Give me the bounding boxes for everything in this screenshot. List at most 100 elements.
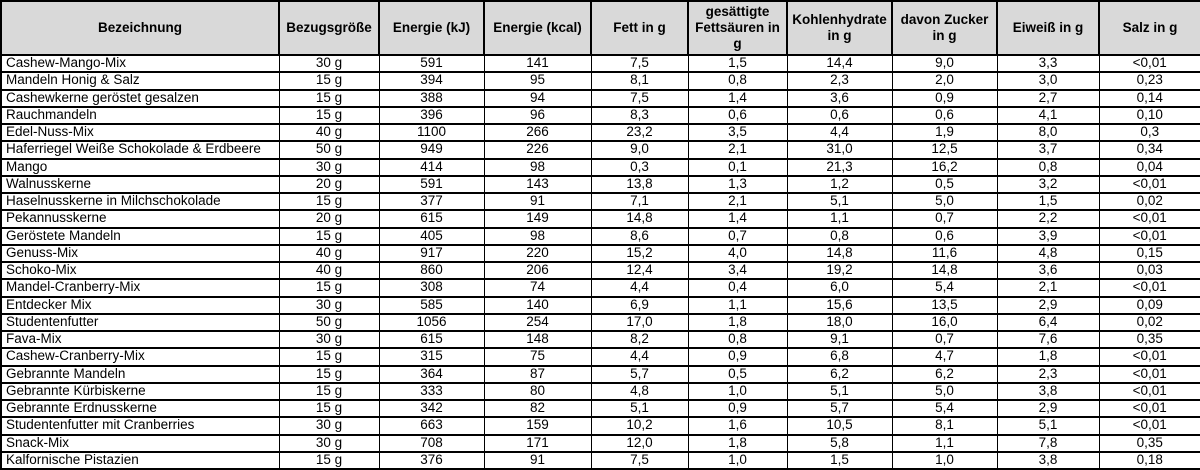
table-cell-gesaettigte_fettsaeuren: 1,0: [687, 450, 788, 470]
table-cell-kohlenhydrate: 1,2: [786, 174, 893, 194]
column-header-eiweiss: Eiweiß in g: [996, 0, 1100, 56]
table-cell-salz: <0,01: [1098, 398, 1200, 418]
table-cell-davon_zucker: 14,8: [891, 260, 998, 280]
table-cell-energie_kj: 591: [378, 174, 485, 194]
table-cell-gesaettigte_fettsaeuren: 3,5: [687, 122, 788, 142]
table-cell-davon_zucker: 1,9: [891, 122, 998, 142]
table-cell-gesaettigte_fettsaeuren: 1,1: [687, 295, 788, 315]
table-cell-salz: 0,18: [1098, 450, 1200, 470]
table-cell-eiweiss: 4,1: [996, 105, 1100, 125]
table-cell-gesaettigte_fettsaeuren: 1,4: [687, 88, 788, 108]
table-cell-energie_kj: 394: [378, 71, 485, 91]
table-cell-bezugsgroesse: 15 g: [278, 347, 380, 367]
table-cell-fett: 5,1: [590, 398, 689, 418]
table-cell-energie_kcal: 87: [483, 364, 592, 384]
table-cell-fett: 7,5: [590, 53, 689, 73]
table-cell-energie_kj: 585: [378, 295, 485, 315]
table-row: Entdecker Mix 30 g 585 140 6,9 1,1 15,6 13,5 2,9…: [0, 295, 1200, 315]
column-header-bezeichnung: Bezeichnung: [0, 0, 280, 56]
table-cell-davon_zucker: 5,4: [891, 398, 998, 418]
table-row: Haselnusskerne in Milchschokolade 15 g 377…: [0, 191, 1200, 211]
table-cell-davon_zucker: 16,2: [891, 157, 998, 177]
table-cell-salz: 0,14: [1098, 88, 1200, 108]
table-cell-bezugsgroesse: 15 g: [278, 71, 380, 91]
table-cell-salz: 0,10: [1098, 105, 1200, 125]
table-cell-bezeichnung: Cashew-Mango-Mix: [0, 53, 280, 73]
table-cell-bezugsgroesse: 30 g: [278, 416, 380, 436]
table-cell-salz: 0,35: [1098, 329, 1200, 349]
table-cell-bezeichnung: Haferriegel Weiße Schokolade & Erdbeere: [0, 140, 280, 160]
table-cell-energie_kj: 1100: [378, 122, 485, 142]
table-cell-salz: <0,01: [1098, 381, 1200, 401]
table-cell-bezeichnung: Gebrannte Erdnusskerne: [0, 398, 280, 418]
table-cell-bezugsgroesse: 15 g: [278, 105, 380, 125]
table-cell-bezeichnung: Cashew-Cranberry-Mix: [0, 347, 280, 367]
table-cell-bezugsgroesse: 30 g: [278, 329, 380, 349]
table-cell-gesaettigte_fettsaeuren: 2,1: [687, 191, 788, 211]
table-cell-energie_kcal: 159: [483, 416, 592, 436]
table-cell-fett: 4,4: [590, 347, 689, 367]
table-cell-fett: 17,0: [590, 312, 689, 332]
table-cell-eiweiss: 3,8: [996, 450, 1100, 470]
table-cell-energie_kj: 315: [378, 347, 485, 367]
table-cell-bezugsgroesse: 15 g: [278, 450, 380, 470]
table-row: Mandel-Cranberry-Mix 15 g 308 74 4,4 0,4 6,0 5,…: [0, 278, 1200, 298]
table-cell-bezeichnung: Entdecker Mix: [0, 295, 280, 315]
table-cell-eiweiss: 2,9: [996, 295, 1100, 315]
table-row: Cashewkerne geröstet gesalzen 15 g 388 94 7,…: [0, 88, 1200, 108]
table-cell-bezeichnung: Genuss-Mix: [0, 243, 280, 263]
table-cell-kohlenhydrate: 19,2: [786, 260, 893, 280]
table-row: Gebrannte Kürbiskerne 15 g 333 80 4,8 1,0 5,1 5…: [0, 381, 1200, 401]
table-cell-eiweiss: 3,0: [996, 71, 1100, 91]
table-cell-bezugsgroesse: 15 g: [278, 398, 380, 418]
table-cell-energie_kj: 663: [378, 416, 485, 436]
table-cell-fett: 23,2: [590, 122, 689, 142]
table-cell-bezeichnung: Snack-Mix: [0, 433, 280, 453]
table-cell-energie_kcal: 254: [483, 312, 592, 332]
table-cell-energie_kcal: 206: [483, 260, 592, 280]
table-cell-gesaettigte_fettsaeuren: 2,1: [687, 140, 788, 160]
table-cell-eiweiss: 3,8: [996, 381, 1100, 401]
table-cell-bezugsgroesse: 15 g: [278, 278, 380, 298]
table-cell-energie_kj: 376: [378, 450, 485, 470]
table-cell-kohlenhydrate: 1,1: [786, 209, 893, 229]
table-row: Mandeln Honig & Salz 15 g 394 95 8,1 0,8 2,3 2,…: [0, 71, 1200, 91]
table-cell-kohlenhydrate: 4,4: [786, 122, 893, 142]
table-cell-energie_kcal: 220: [483, 243, 592, 263]
table-cell-eiweiss: 3,3: [996, 53, 1100, 73]
table-cell-fett: 12,4: [590, 260, 689, 280]
table-cell-bezeichnung: Schoko-Mix: [0, 260, 280, 280]
table-row: Gebrannte Erdnusskerne 15 g 342 82 5,1 0,9 5,7…: [0, 398, 1200, 418]
table-cell-salz: <0,01: [1098, 347, 1200, 367]
table-cell-fett: 0,3: [590, 157, 689, 177]
table-cell-davon_zucker: 5,0: [891, 191, 998, 211]
table-cell-davon_zucker: 2,0: [891, 71, 998, 91]
table-cell-eiweiss: 2,7: [996, 88, 1100, 108]
table-cell-kohlenhydrate: 2,3: [786, 71, 893, 91]
table-cell-kohlenhydrate: 15,6: [786, 295, 893, 315]
table-cell-gesaettigte_fettsaeuren: 0,7: [687, 226, 788, 246]
table-cell-bezugsgroesse: 30 g: [278, 433, 380, 453]
table-cell-energie_kj: 388: [378, 88, 485, 108]
table-cell-fett: 15,2: [590, 243, 689, 263]
table-cell-davon_zucker: 0,9: [891, 88, 998, 108]
table-cell-bezeichnung: Kalfornische Pistazien: [0, 450, 280, 470]
table-cell-energie_kj: 591: [378, 53, 485, 73]
table-row: Schoko-Mix 40 g 860 206 12,4 3,4 19,2 14,8 3,6 0,…: [0, 260, 1200, 280]
table-cell-energie_kcal: 143: [483, 174, 592, 194]
table-cell-eiweiss: 2,3: [996, 364, 1100, 384]
table-cell-kohlenhydrate: 0,8: [786, 226, 893, 246]
table-row: Gebrannte Mandeln 15 g 364 87 5,7 0,5 6,2 6,2 2,…: [0, 364, 1200, 384]
column-header-fett: Fett in g: [590, 0, 689, 56]
table-cell-kohlenhydrate: 3,6: [786, 88, 893, 108]
table-cell-energie_kcal: 171: [483, 433, 592, 453]
table-cell-eiweiss: 5,1: [996, 416, 1100, 436]
table-cell-bezugsgroesse: 40 g: [278, 122, 380, 142]
table-cell-bezeichnung: Studentenfutter mit Cranberries: [0, 416, 280, 436]
table-cell-salz: 0,03: [1098, 260, 1200, 280]
table-cell-energie_kcal: 80: [483, 381, 592, 401]
table-row: Haferriegel Weiße Schokolade & Erdbeere 5…: [0, 140, 1200, 160]
table-cell-bezeichnung: Pekannusskerne: [0, 209, 280, 229]
table-cell-gesaettigte_fettsaeuren: 0,9: [687, 398, 788, 418]
table-cell-fett: 4,4: [590, 278, 689, 298]
